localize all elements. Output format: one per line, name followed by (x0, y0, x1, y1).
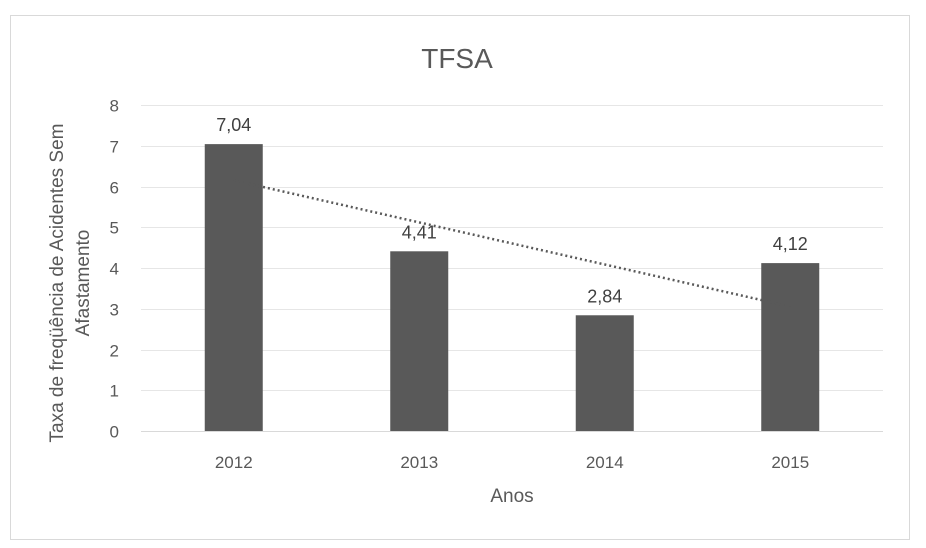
trendline-group (233, 179, 791, 308)
y-axis-title-line-2: Afastamento (73, 230, 94, 337)
y-tick-label: 3 (110, 301, 119, 320)
bar (390, 251, 449, 431)
bar (575, 315, 634, 431)
x-tick-label: 2013 (400, 453, 438, 472)
y-tick-label: 6 (110, 179, 119, 198)
x-axis-ticks: 2012 2013 2014 2015 (215, 453, 809, 472)
y-tick-label: 7 (110, 138, 119, 157)
x-tick-label: 2012 (215, 453, 253, 472)
chart-border (10, 15, 910, 540)
trendline (233, 179, 791, 308)
chart-title: TFSA (421, 43, 493, 74)
x-tick-label: 2015 (771, 453, 809, 472)
x-axis-title: Anos (490, 486, 533, 507)
y-axis-ticks: 0 1 2 3 4 5 6 7 8 (110, 97, 119, 442)
data-label: 2,84 (587, 286, 622, 306)
bar (761, 263, 820, 431)
y-tick-label: 0 (110, 423, 119, 442)
y-tick-label: 4 (110, 260, 119, 279)
bar (204, 144, 263, 431)
y-tick-label: 2 (110, 342, 119, 361)
data-label: 7,04 (216, 115, 251, 135)
x-tick-label: 2014 (586, 453, 624, 472)
gridlines (141, 105, 883, 432)
data-label: 4,12 (773, 234, 808, 254)
data-label: 4,41 (402, 222, 437, 242)
y-tick-label: 1 (110, 382, 119, 401)
y-axis-title-line-1: Taxa de freqüência de Acidentes Sem (47, 124, 68, 443)
y-tick-label: 5 (110, 219, 119, 238)
data-labels: 7,04 4,41 2,84 4,12 (216, 115, 808, 306)
y-axis-title: Taxa de freqüência de Acidentes Sem Afas… (47, 124, 94, 443)
y-tick-label: 8 (110, 97, 119, 116)
bars (204, 144, 820, 431)
